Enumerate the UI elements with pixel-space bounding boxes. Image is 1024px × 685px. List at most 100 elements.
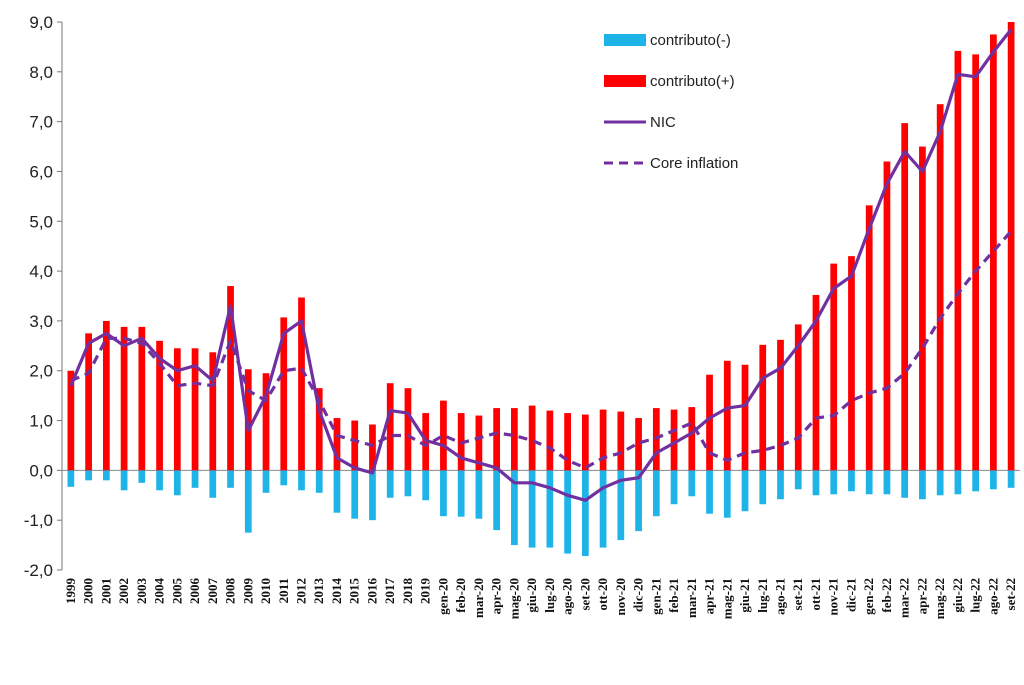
bar-contributo-positivo <box>209 352 217 471</box>
bar-contributo-positivo <box>901 123 909 471</box>
bar-contributo-negativo <box>227 470 234 488</box>
bar-contributo-negativo <box>120 470 128 491</box>
bar-contributo-negativo <box>652 470 660 517</box>
bar-contributo-negativo <box>85 470 92 481</box>
bar-contributo-negativo <box>298 470 305 491</box>
bar-contributo-negativo <box>386 470 394 498</box>
bar-contributo-positivo <box>759 344 767 471</box>
bar-contributo-negativo <box>670 470 678 505</box>
bar-contributo-positivo <box>865 205 873 471</box>
bar-contributo-negativo <box>936 470 944 496</box>
bar-contributo-positivo <box>564 413 571 471</box>
x-tick-label: mar-20 <box>471 578 486 618</box>
y-tick-label: 4,0 <box>29 262 53 281</box>
x-tick-label: gen-20 <box>435 578 450 615</box>
y-tick-label: 1,0 <box>29 412 53 431</box>
x-tick-label: ott-20 <box>595 578 610 611</box>
bar-contributo-negativo <box>351 470 359 519</box>
legend: contributo(-) contributo(+) NIC Core inflat… <box>604 32 738 172</box>
x-tick-label: 2000 <box>81 578 96 604</box>
bar-contributo-negativo <box>1007 470 1015 488</box>
bar-contributo-positivo <box>298 297 305 471</box>
bar-contributo-positivo <box>706 374 713 471</box>
line-nic <box>69 28 1013 502</box>
bar-contributo-negativo <box>581 470 589 557</box>
x-tick-label: set-20 <box>577 578 592 611</box>
x-tick-label: giu-20 <box>524 578 539 613</box>
bar-contributo-negativo <box>422 470 430 501</box>
bar-contributo-positivo <box>102 320 110 471</box>
bar-contributo-positivo <box>315 388 323 471</box>
bar-contributo-negativo <box>919 470 926 500</box>
bar-contributo-negativo <box>528 470 536 548</box>
bar-contributo-negativo <box>457 470 465 517</box>
bar-contributo-negativo <box>794 470 802 490</box>
bars-group <box>67 22 1015 557</box>
x-tick-label: 2005 <box>169 577 184 604</box>
bar-contributo-negativo <box>617 470 625 541</box>
y-tick-label: 0,0 <box>29 461 53 480</box>
lines-group <box>69 28 1013 502</box>
bar-contributo-positivo <box>812 295 820 471</box>
bar-contributo-negativo <box>156 470 163 491</box>
bar-contributo-positivo <box>599 409 607 471</box>
bar-contributo-negativo <box>369 470 376 521</box>
line-core-inflation <box>70 230 1013 470</box>
legend-label: Core inflation <box>650 155 738 172</box>
x-tick-label: nov-21 <box>826 578 841 616</box>
x-tick-label: 2016 <box>365 578 380 605</box>
bar-contributo-positivo <box>333 418 341 471</box>
bar-contributo-negativo <box>404 470 412 497</box>
x-tick-label: lug-21 <box>755 578 770 613</box>
bar-contributo-positivo <box>386 383 394 471</box>
bar-contributo-positivo <box>794 324 802 471</box>
x-tick-label: apr-22 <box>914 578 929 614</box>
bar-contributo-negativo <box>759 470 767 505</box>
x-tick-label: 1999 <box>63 578 78 605</box>
bar-contributo-negativo <box>599 470 607 548</box>
x-tick-label: mag-20 <box>506 578 521 619</box>
bar-contributo-negativo <box>830 470 838 495</box>
x-tick-label: giu-22 <box>950 578 965 613</box>
x-tick-label: nov-20 <box>613 578 628 616</box>
bar-contributo-negativo <box>102 470 110 481</box>
bar-contributo-negativo <box>280 470 288 486</box>
y-tick-label: -1,0 <box>24 511 53 530</box>
y-tick-label: 8,0 <box>29 63 53 82</box>
bar-contributo-negativo <box>865 470 873 495</box>
bar-contributo-negativo <box>635 470 642 532</box>
bar-contributo-positivo <box>830 263 838 471</box>
bar-contributo-positivo <box>688 407 696 471</box>
x-tick-label: ago-22 <box>985 578 1000 615</box>
bar-contributo-negativo <box>564 470 571 554</box>
x-tick-label: 2008 <box>223 577 238 604</box>
x-tick-label: ott-21 <box>808 578 823 611</box>
legend-label: contributo(+) <box>650 73 735 90</box>
bar-contributo-positivo <box>511 408 518 471</box>
y-tick-label: 9,0 <box>29 13 53 32</box>
legend-swatch-positive <box>604 75 646 87</box>
bar-contributo-positivo <box>1007 22 1015 471</box>
x-tick-label: 2019 <box>418 578 433 605</box>
bar-contributo-negativo <box>741 470 749 512</box>
bar-contributo-positivo <box>723 360 731 471</box>
y-tick-label: 6,0 <box>29 162 53 181</box>
x-tick-label: feb-21 <box>666 578 681 613</box>
bar-contributo-negativo <box>812 470 820 496</box>
x-tick-label: 2001 <box>98 578 113 604</box>
x-tick-label: mag-21 <box>719 578 734 619</box>
bar-contributo-negativo <box>333 470 341 513</box>
axes-group <box>57 21 1020 571</box>
legend-swatch-negative <box>604 34 646 46</box>
x-tick-label: 2018 <box>400 577 415 604</box>
bar-contributo-positivo <box>138 326 146 471</box>
x-tick-label: apr-21 <box>702 578 717 614</box>
bar-contributo-negativo <box>475 470 483 519</box>
x-tick-label: ago-21 <box>773 578 788 615</box>
x-tick-label: 2004 <box>152 578 167 605</box>
bar-contributo-positivo <box>848 256 855 471</box>
x-tick-label: 2007 <box>205 578 220 605</box>
x-tick-label: gen-22 <box>861 578 876 615</box>
